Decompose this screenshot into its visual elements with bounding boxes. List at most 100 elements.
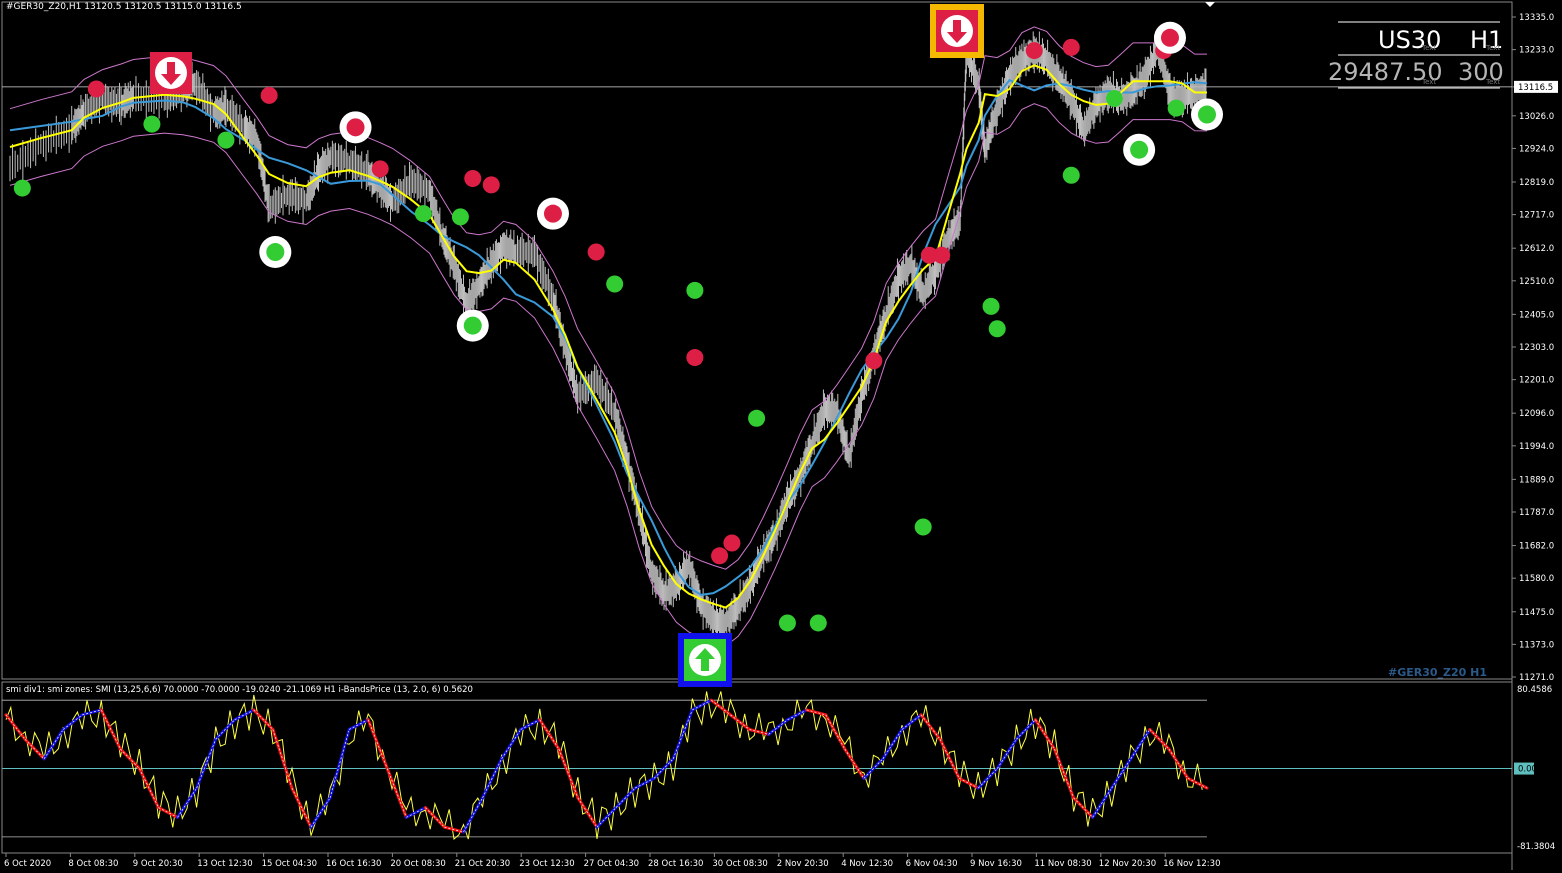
price-tick-label: 12924.0: [1519, 144, 1554, 154]
sell-signal-dot: [260, 86, 278, 104]
smi-dotted-overlay: [1111, 758, 1132, 789]
smi-dotted-overlay: [806, 709, 826, 716]
smi-line-segment: [271, 727, 294, 790]
buy-signal-dot: [1167, 99, 1185, 117]
time-tick-label: 4 Nov 12:30: [841, 859, 893, 869]
sell-signal-dot: [464, 169, 482, 187]
sell-signal-dot: [1025, 42, 1043, 60]
smi-dotted-overlay: [863, 758, 884, 779]
sell-arrow-marker: [150, 52, 192, 94]
smi-dotted-overlay: [730, 714, 750, 730]
price-tick-label: 11889.0: [1519, 475, 1554, 485]
sell-signal-dot: [346, 118, 365, 137]
current-price-box: [1514, 80, 1558, 93]
sell-signal-dot: [482, 176, 500, 194]
smi-dotted-overlay: [825, 714, 846, 750]
smi-dotted-overlay: [901, 714, 922, 730]
time-tick-label: 6 Nov 04:30: [906, 859, 958, 869]
buy-signal-dot: [451, 208, 469, 226]
smi-dotted-overlay: [444, 826, 464, 833]
sell-signal-dot: [587, 243, 605, 261]
smi-dotted-overlay: [158, 807, 178, 818]
price-tick-label: 13335.0: [1519, 13, 1554, 23]
sell-signal-dot: [711, 547, 729, 565]
zero-label-box: [1514, 762, 1534, 775]
indicator-axis-label: 80.4586: [1517, 685, 1552, 695]
info-timeframe: H1: [1470, 26, 1504, 54]
buy-signal-dot: [13, 179, 31, 197]
buy-signal-dot: [217, 131, 235, 149]
sell-signal-dot: [371, 160, 389, 178]
smi-dotted-overlay: [634, 778, 655, 789]
smi-dotted-overlay: [425, 807, 445, 828]
price-tick-label: 12612.0: [1519, 244, 1554, 254]
buy-signal-dot: [914, 518, 932, 536]
buy-signal-dot: [266, 243, 285, 262]
price-tick-label: 11787.0: [1519, 508, 1554, 518]
chart-header-title: #GER30_Z20,H1 13120.5 13120.5 13115.0 13…: [6, 2, 242, 12]
candles: [9, 31, 1207, 645]
price-tick-label: 12717.0: [1519, 211, 1554, 221]
smi-dotted-overlay: [24, 739, 45, 760]
smi-dotted-overlay: [1168, 748, 1189, 779]
buy-signal-dot: [982, 297, 1000, 315]
smi-dotted-overlay: [367, 719, 388, 769]
smi-dotted-overlay: [1149, 729, 1170, 750]
smi-dotted-overlay: [920, 714, 941, 740]
time-tick-label: 11 Nov 08:30: [1034, 859, 1091, 869]
buy-arrow-marker-highlight: [678, 633, 732, 687]
info-spread: 300: [1458, 58, 1504, 86]
smi-dotted-overlay: [711, 699, 731, 716]
current-price-label: 13116.5: [1518, 83, 1553, 93]
smi-dotted-overlay: [596, 807, 617, 828]
smi-dotted-overlay: [482, 758, 502, 798]
symbol-watermark: #GER30_Z20 H1: [1388, 666, 1488, 679]
sell-signal-dot: [920, 246, 938, 264]
price-tick-label: 12819.0: [1519, 178, 1554, 188]
time-tick-label: 23 Oct 12:30: [519, 859, 574, 869]
smi-dotted-overlay: [1073, 797, 1093, 818]
indicator-header: smi div1: smi zones: SMI (13,25,6,6) 70.…: [6, 685, 473, 695]
buy-arrow-marker-highlight-arrow: [695, 648, 715, 671]
smi-dotted-overlay: [959, 778, 979, 789]
buy-signal-dot: [1130, 140, 1149, 159]
smi-dotted-overlay: [82, 709, 102, 716]
smi-dotted-overlay: [310, 797, 331, 828]
buy-signal-dot: [686, 281, 704, 299]
smi-line-segment: [690, 698, 713, 712]
time-tick-label: 21 Oct 20:30: [455, 859, 510, 869]
buy-signal-dot: [778, 614, 796, 632]
indicator-axis-label: -81.3804: [1517, 842, 1555, 852]
shift-marker: [1205, 2, 1215, 7]
info-tag-3: Text: [1422, 78, 1437, 86]
smi-dotted-overlay: [692, 699, 712, 711]
smi-dotted-overlay: [977, 768, 998, 789]
buy-signal-dot: [1105, 90, 1123, 108]
buy-signal-dot: [143, 115, 161, 133]
price-tick-label: 13026.0: [1519, 112, 1554, 122]
smi-dotted-overlay: [5, 714, 26, 740]
smi-dotted-overlay: [101, 709, 121, 750]
sell-signal-dot: [933, 246, 951, 264]
smi-dotted-overlay: [463, 797, 483, 833]
info-tag-1: Text: [1422, 44, 1437, 52]
price-tick-label: 11373.0: [1519, 640, 1554, 650]
buy-signal-dot: [1198, 105, 1216, 124]
time-tick-label: 13 Oct 12:30: [197, 859, 252, 869]
time-tick-label: 27 Oct 04:30: [584, 859, 639, 869]
smi-dotted-overlay: [653, 758, 674, 779]
fast-moving-average: [9, 64, 1208, 609]
price-tick-label: 12510.0: [1519, 277, 1554, 287]
smi-dotted-overlay: [1054, 748, 1074, 798]
time-tick-label: 9 Nov 16:30: [970, 859, 1022, 869]
smi-dotted-overlay: [234, 709, 254, 721]
info-symbol: US30: [1378, 26, 1442, 54]
smi-dotted-overlay: [768, 719, 788, 735]
price-tick-label: 12201.0: [1519, 376, 1554, 386]
smi-dotted-overlay: [501, 729, 522, 759]
sell-signal-dot: [686, 349, 704, 367]
slow-moving-average: [9, 78, 1208, 596]
price-tick-label: 11994.0: [1519, 442, 1554, 452]
sell-signal-dot: [1160, 28, 1179, 47]
